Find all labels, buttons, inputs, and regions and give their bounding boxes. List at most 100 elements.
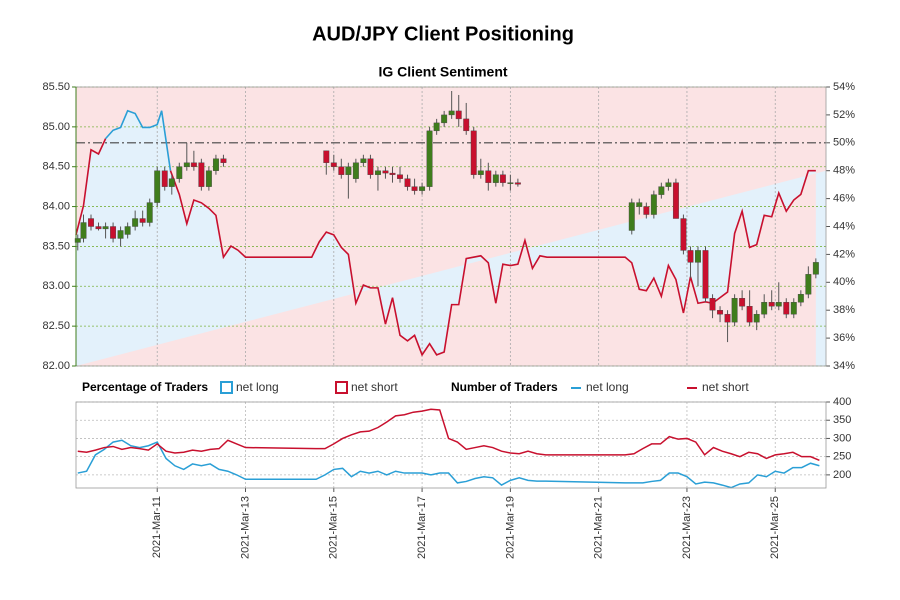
chart-subtitle: IG Client Sentiment [378, 64, 507, 80]
legend-swatch [335, 381, 348, 394]
candle-body [753, 313, 760, 323]
candle-body [761, 302, 768, 315]
candle-body [702, 250, 709, 299]
candle-body [717, 310, 724, 315]
y-tick-label: 82.00 [42, 360, 70, 372]
candle-body [492, 174, 499, 183]
candle-body [448, 110, 455, 116]
candle-body [198, 162, 205, 187]
candle-body [190, 162, 197, 167]
candle-body [367, 158, 374, 175]
legend-label: net long [586, 380, 629, 394]
y-tick-label: 85.50 [42, 81, 70, 93]
candle-body [176, 166, 183, 179]
y-tick-label: 84.50 [42, 161, 70, 173]
legend-title: Percentage of Traders [82, 380, 208, 394]
candle-body [88, 218, 94, 227]
candle-body [463, 118, 470, 132]
candle-body [374, 170, 381, 175]
candle-body [775, 302, 782, 307]
y2-tick-label: 50% [833, 137, 855, 149]
net-long-area [76, 110, 826, 366]
candle-body [139, 218, 146, 223]
candle-body [80, 222, 87, 239]
candle-body [658, 186, 665, 195]
y-tick-label: 83.00 [42, 280, 70, 292]
x-tick-label: 2021-Mar-23 [681, 496, 693, 559]
candle-body [404, 178, 411, 187]
candle-body [382, 170, 389, 174]
y2-tick-label: 44% [833, 220, 855, 232]
candle-body [220, 158, 227, 163]
candle-body [389, 172, 396, 175]
legend-swatch [220, 381, 233, 394]
series-line [77, 439, 820, 489]
candle-body [724, 313, 731, 323]
y2-tick-label: 36% [833, 332, 855, 344]
candle-body [628, 202, 635, 231]
y2-tick-label: 54% [833, 81, 855, 93]
y-tick-label: 82.50 [42, 320, 70, 332]
series-line [77, 408, 820, 461]
candle-body [411, 186, 418, 191]
y2-tick-label: 46% [833, 193, 855, 205]
y-tick-label: 84.00 [42, 200, 70, 212]
candle-body [477, 170, 484, 175]
candle-body [323, 150, 330, 163]
x-tick-label: 2021-Mar-19 [504, 496, 516, 559]
candle-body [146, 202, 153, 223]
chart-title: AUD/JPY Client Positioning [312, 23, 574, 45]
x-tick-label: 2021-Mar-13 [239, 496, 251, 559]
y2-tick-label: 52% [833, 109, 855, 121]
candle-body [74, 238, 81, 243]
y2-tick-label: 48% [833, 165, 855, 177]
y2-tick-label: 38% [833, 304, 855, 316]
candle-body [441, 114, 448, 124]
net-long-line [104, 109, 172, 171]
candle-body [360, 158, 367, 163]
candle-body [470, 130, 477, 175]
net-long-line [75, 138, 107, 236]
x-tick-label: 2021-Mar-11 [151, 496, 163, 558]
candle-body [330, 162, 337, 167]
candle-body [687, 250, 694, 263]
y-tick-label: 85.00 [42, 121, 70, 133]
candle-body [205, 170, 212, 187]
candle-body [812, 262, 819, 275]
candle-body [168, 178, 175, 187]
candle-body [746, 306, 753, 323]
candle-body [499, 174, 506, 183]
candle-body [132, 218, 139, 227]
candle-body [124, 226, 131, 235]
y-tick-label: 250 [833, 451, 851, 463]
candle-body [797, 294, 804, 303]
candle-body [768, 302, 775, 307]
y2-tick-label: 34% [833, 360, 855, 372]
y-tick-label: 300 [833, 432, 851, 444]
y-tick-label: 400 [833, 396, 851, 408]
candle-body [695, 250, 701, 263]
candle-body [117, 230, 124, 239]
candle-body [507, 182, 514, 184]
net-long-line [169, 169, 816, 357]
candle-body [455, 110, 462, 120]
y-tick-label: 350 [833, 414, 851, 426]
y-tick-label: 83.50 [42, 240, 70, 252]
x-tick-label: 2021-Mar-17 [416, 496, 428, 559]
candle-body [338, 166, 345, 175]
candle-body [636, 202, 643, 207]
candle-body [731, 298, 738, 323]
candle-body [433, 122, 440, 132]
candle-body [783, 302, 790, 315]
candle-body [183, 162, 190, 167]
x-tick-label: 2021-Mar-15 [328, 496, 340, 559]
candle-body [95, 226, 102, 230]
legend-title: Number of Traders [451, 380, 558, 394]
x-tick-label: 2021-Mar-25 [769, 496, 781, 559]
candle-body [345, 166, 352, 175]
candle-body [680, 218, 687, 251]
y2-tick-label: 42% [833, 248, 855, 260]
candle-body [102, 226, 109, 230]
x-tick-label: 2021-Mar-21 [593, 496, 605, 559]
